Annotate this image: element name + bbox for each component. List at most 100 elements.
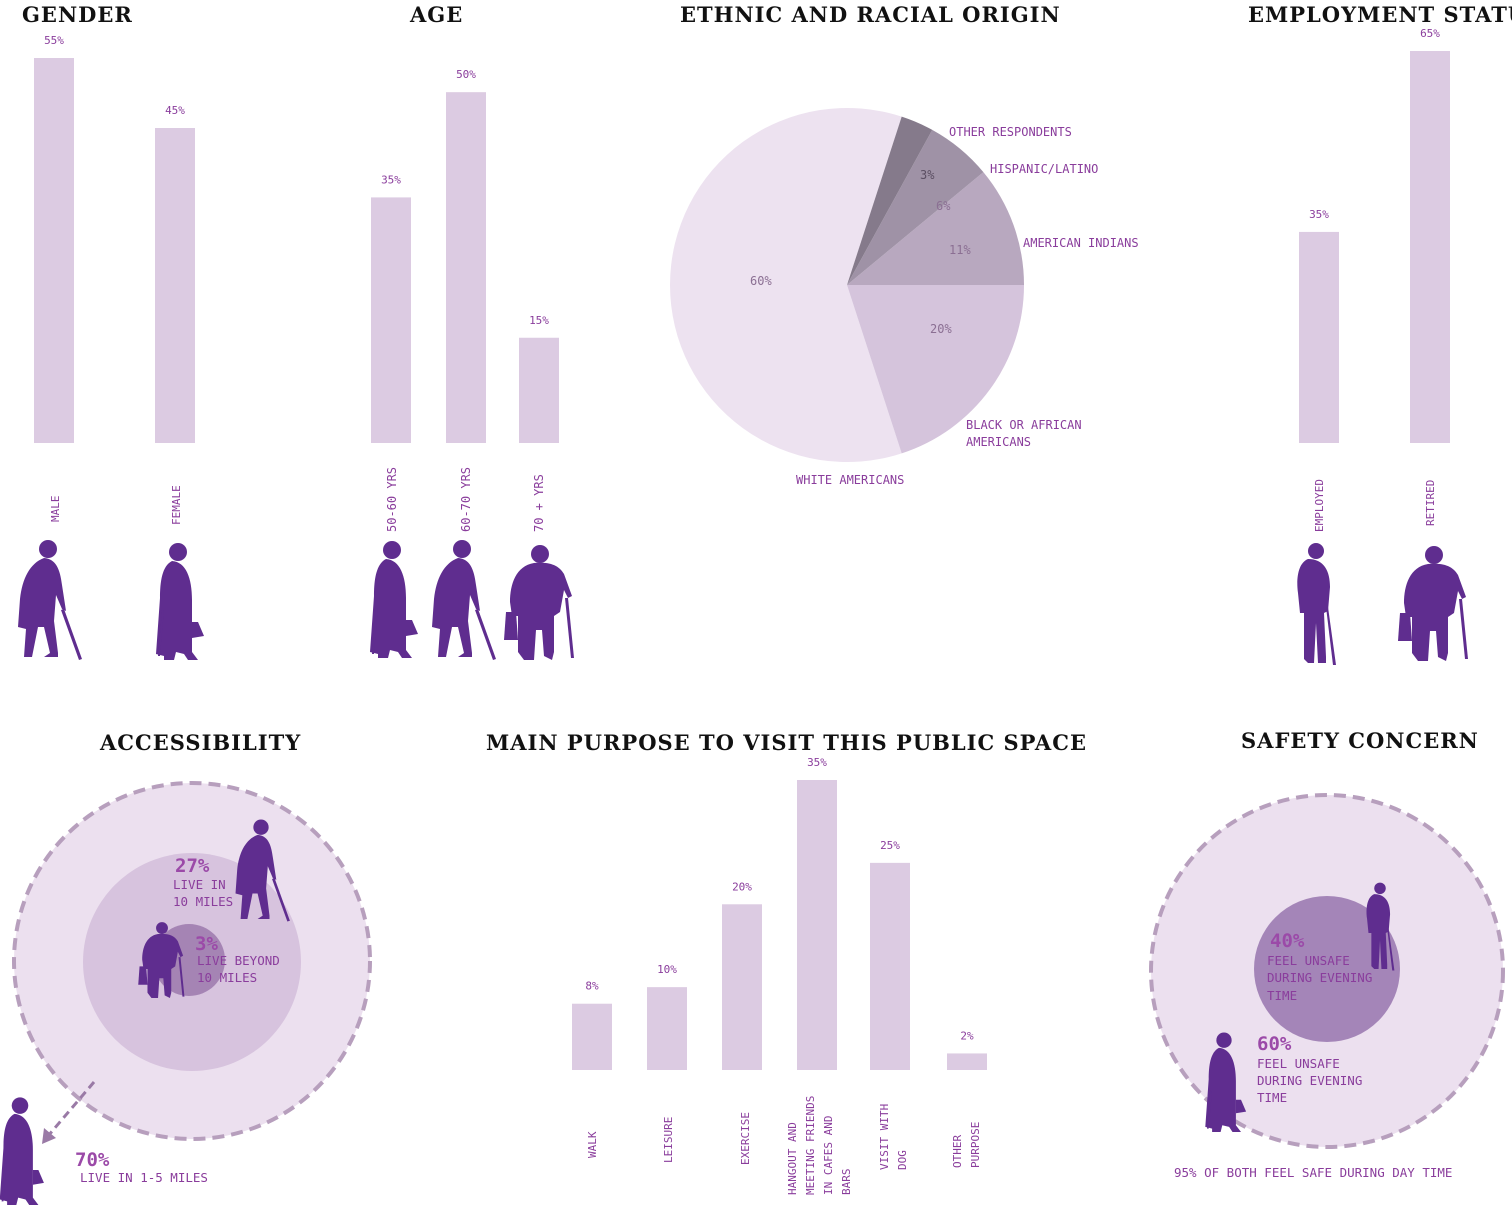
- woman-with-bag-icon: [370, 541, 418, 658]
- purpose-title: MAIN PURPOSE TO VISIT THIS PUBLIC SPACE: [486, 730, 1087, 755]
- pie-label-black-line2: AMERICANS: [966, 435, 1031, 449]
- purpose-cat-other-1: OTHER: [951, 1135, 964, 1168]
- purpose-cat-leisure: LEISURE: [662, 1117, 675, 1163]
- gender-chart: 55% 45% MALE FEMALE: [18, 34, 204, 660]
- age-cat-70-plus: 70 + YRS: [532, 474, 546, 532]
- accessibility-arrow-line: [46, 1081, 96, 1137]
- pie-value-indian: 11%: [949, 243, 971, 257]
- pie-value-other: 3%: [920, 168, 935, 182]
- pie-label-black-line1: BLACK OR AFRICAN: [966, 418, 1082, 432]
- purpose-value-leisure: 10%: [657, 963, 677, 976]
- purpose-value-hangout: 35%: [807, 756, 827, 769]
- age-cat-60-70: 60-70 YRS: [459, 467, 473, 532]
- employment-bar-retired: [1410, 51, 1450, 443]
- accessibility-title: ACCESSIBILITY: [99, 730, 301, 755]
- safety-60-caption-3: TIME: [1257, 1090, 1287, 1105]
- accessibility-27-caption-2: 10 MILES: [173, 894, 233, 909]
- employment-value-retired: 65%: [1420, 27, 1440, 40]
- pie-value-hispanic: 6%: [936, 199, 951, 213]
- pie-slice-hispanic-latino: [847, 129, 984, 285]
- purpose-value-walk: 8%: [585, 980, 599, 993]
- purpose-bar-walk: [572, 1003, 612, 1070]
- gender-cat-female: FEMALE: [170, 485, 183, 525]
- employment-cat-employed: EMPLOYED: [1313, 479, 1326, 532]
- purpose-bar-leisure: [647, 987, 687, 1070]
- employment-chart: 35% 65% EMPLOYED RETIRED: [1297, 27, 1468, 665]
- standing-man-with-cane-icon: [1297, 543, 1336, 665]
- age-bar-50-60: [371, 197, 411, 443]
- man-with-cane-icon: [18, 540, 82, 660]
- accessibility-3-caption-1: LIVE BEYOND: [197, 953, 280, 968]
- safety-chart: 40% FEEL UNSAFE DURING EVENING TIME 60% …: [1149, 793, 1505, 1180]
- purpose-bar-hangout: [797, 780, 837, 1070]
- purpose-bar-other: [947, 1053, 987, 1070]
- woman-with-bag-icon: [0, 1097, 44, 1205]
- man-with-cane-icon: [432, 540, 496, 660]
- ethnic-title: ETHNIC AND RACIAL ORIGIN: [680, 2, 1061, 27]
- accessibility-3-caption-2: 10 MILES: [197, 970, 257, 985]
- safety-footnote: 95% OF BOTH FEEL SAFE DURING DAY TIME: [1174, 1165, 1452, 1180]
- accessibility-70-value: 70%: [75, 1149, 110, 1171]
- pie-label-white: WHITE AMERICANS: [796, 473, 904, 487]
- heavy-man-with-cane-icon: [1398, 546, 1468, 661]
- age-value-50-60: 35%: [381, 173, 401, 186]
- pie-label-hispanic: HISPANIC/LATINO: [990, 162, 1098, 176]
- employment-cat-retired: RETIRED: [1424, 480, 1437, 526]
- purpose-cat-exercise: EXERCISE: [739, 1112, 752, 1165]
- age-cat-50-60: 50-60 YRS: [385, 467, 399, 532]
- age-bar-70-plus: [519, 337, 559, 443]
- pie-value-white: 60%: [750, 274, 772, 288]
- purpose-value-dog: 25%: [880, 839, 900, 852]
- purpose-cat-hangout-3: IN CAFES AND: [822, 1116, 835, 1195]
- accessibility-3-value: 3%: [195, 933, 218, 955]
- age-bar-60-70: [446, 92, 486, 444]
- purpose-cat-other-2: PURPOSE: [969, 1122, 982, 1168]
- safety-60-caption-2: DURING EVENING: [1257, 1073, 1362, 1088]
- gender-value-female: 45%: [165, 104, 185, 117]
- pie-value-black: 20%: [930, 322, 952, 336]
- pie-slice-white-americans: [670, 107, 902, 462]
- gender-bar-male: [34, 58, 74, 443]
- pie-slice-black-african-americans: [847, 285, 1024, 454]
- gender-title: GENDER: [22, 2, 133, 27]
- employment-value-employed: 35%: [1309, 208, 1329, 221]
- pie-label-other: OTHER RESPONDENTS: [949, 125, 1072, 139]
- age-chart: 35% 50% 15% 50-60 YRS 60-70 YRS 70 + YRS: [370, 68, 574, 660]
- safety-title: SAFETY CONCERN: [1241, 728, 1479, 753]
- safety-60-value: 60%: [1257, 1033, 1292, 1055]
- gender-cat-male: MALE: [49, 496, 62, 523]
- pie-label-indian: AMERICAN INDIANS: [1023, 236, 1139, 250]
- purpose-value-other: 2%: [960, 1029, 974, 1042]
- purpose-bar-dog: [870, 862, 910, 1070]
- accessibility-27-value: 27%: [175, 855, 210, 877]
- heavy-man-with-cane-icon: [504, 545, 574, 660]
- purpose-chart: 8% 10% 20% 35% 25% 2% WALK LEISURE EXERC…: [572, 756, 987, 1195]
- pie-slice-american-indians: [847, 172, 1024, 285]
- safety-40-caption-1: FEEL UNSAFE: [1267, 953, 1350, 968]
- accessibility-chart: 27% LIVE IN 10 MILES 3% LIVE BEYOND 10 M…: [0, 781, 372, 1205]
- ethnic-pie-chart: 60% 20% 11% 6% 3% OTHER RESPONDENTS HISP…: [670, 107, 1139, 487]
- employment-title: EMPLOYMENT STATUS: [1248, 2, 1512, 27]
- employment-bar-employed: [1299, 231, 1339, 443]
- gender-value-male: 55%: [44, 34, 64, 47]
- woman-with-bag-icon: [156, 543, 204, 660]
- purpose-cat-dog-2: DOG: [896, 1150, 909, 1170]
- accessibility-27-caption-1: LIVE IN: [173, 877, 226, 892]
- purpose-cat-hangout-1: HANGOUT AND: [786, 1122, 799, 1195]
- purpose-cat-walk: WALK: [586, 1131, 599, 1158]
- purpose-cat-hangout-2: MEETING FRIENDS: [804, 1096, 817, 1195]
- safety-ring-inner: [1254, 896, 1400, 1042]
- purpose-value-exercise: 20%: [732, 880, 752, 893]
- accessibility-70-caption: LIVE IN 1-5 MILES: [80, 1170, 208, 1185]
- age-value-70-plus: 15%: [529, 314, 549, 327]
- safety-40-caption-3: TIME: [1267, 988, 1297, 1003]
- age-title: AGE: [409, 2, 463, 27]
- age-value-60-70: 50%: [456, 68, 476, 81]
- purpose-cat-hangout-4: BARS: [840, 1169, 853, 1196]
- purpose-cat-dog-1: VISIT WITH: [878, 1104, 891, 1170]
- purpose-bar-exercise: [722, 904, 762, 1070]
- safety-60-caption-1: FEEL UNSAFE: [1257, 1056, 1340, 1071]
- gender-bar-female: [155, 128, 195, 443]
- arrow-head-icon: [42, 1128, 56, 1144]
